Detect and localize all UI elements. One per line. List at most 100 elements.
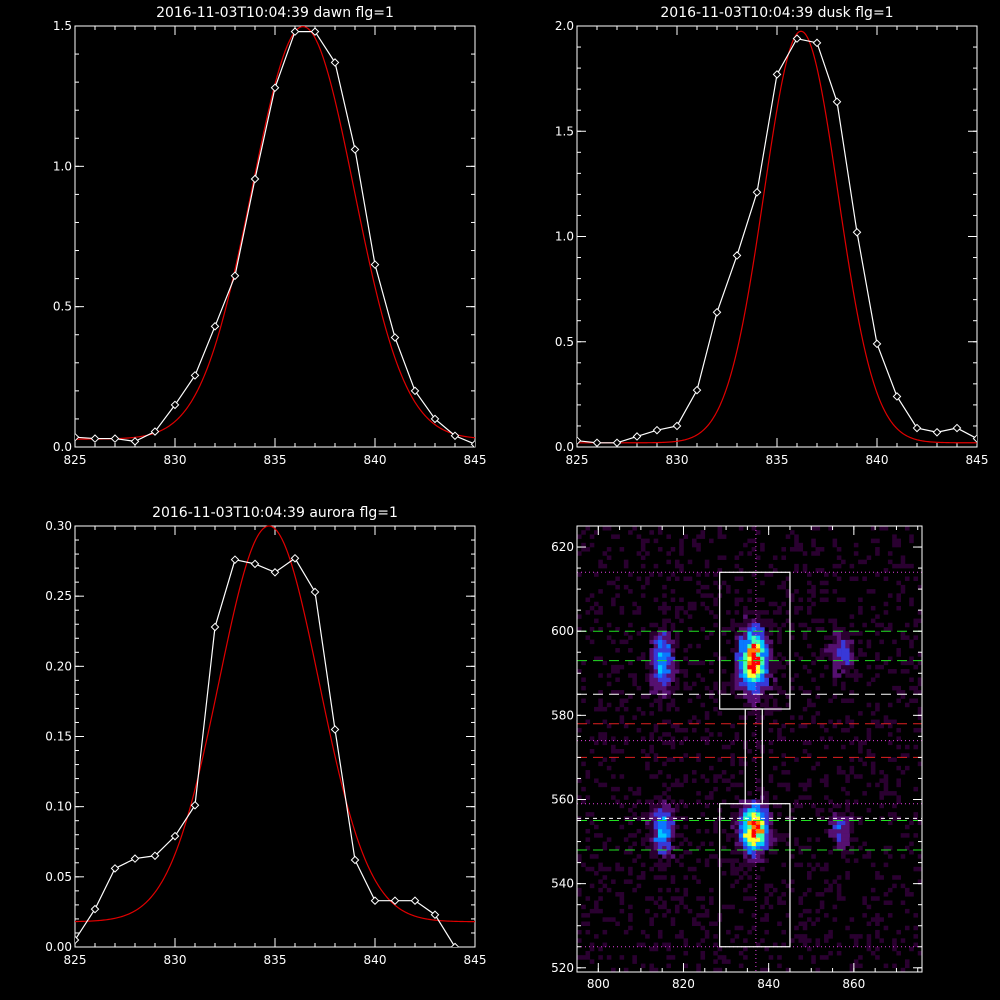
heatmap-cell [713,967,718,972]
heatmap-cell [807,580,812,586]
heatmap-cell [764,828,769,834]
data-point [130,854,140,863]
heatmap-cell [845,875,850,880]
heatmap-cell [700,938,706,943]
heatmap-cell [700,950,706,956]
heatmap-cell [594,904,599,910]
heatmap-cell [794,799,799,804]
heatmap-cell [657,643,663,649]
heatmap-cell [738,782,744,788]
heatmap-cell [755,854,761,859]
heatmap-cell [577,929,582,935]
heatmap-cell [653,664,659,670]
heatmap-cell [841,639,846,645]
heatmap-cell [730,685,735,691]
heatmap-cell [841,660,846,666]
data-point [632,432,642,441]
heatmap-cell [743,871,748,876]
heatmap-cell [674,635,680,640]
heatmap-cell [785,660,791,666]
heatmap-cell [811,702,816,708]
heatmap-cell [755,711,761,716]
heatmap-cell [696,580,701,586]
heatmap-cell [619,803,625,809]
heatmap-cell [717,967,723,972]
heatmap-cell [798,803,804,809]
heatmap-cell [764,618,769,624]
heatmap-cell [653,757,659,762]
heatmap-cell [768,626,774,632]
heatmap-cell [734,858,740,863]
heatmap-cell [853,837,859,842]
data-point [130,437,140,446]
heatmap-cell [879,664,884,670]
heatmap-cell [751,547,757,552]
heatmap-cell [760,694,765,699]
heatmap-cell [619,639,625,645]
heatmap-cell [904,669,910,674]
heatmap-cell [594,908,599,914]
heatmap-cell [738,761,744,767]
heatmap-cell [645,824,650,830]
heatmap-cell [896,563,901,569]
heatmap-cell [909,685,914,691]
heatmap-cell [674,559,680,565]
heatmap-cell [755,740,761,746]
heatmap-cell [611,690,616,695]
heatmap-cell [674,723,680,729]
heatmap-cell [747,643,752,649]
heatmap-cell [747,698,752,704]
heatmap-cell [743,639,748,645]
heatmap-cell [807,589,812,594]
heatmap-cell [581,685,586,691]
heatmap-cell [789,887,795,893]
heatmap-cell [819,656,825,661]
heatmap-cell [734,812,740,817]
heatmap-cell [802,622,808,628]
heatmap-cell [611,879,616,884]
heatmap-cell [666,681,671,687]
heatmap-cell [802,921,808,927]
heatmap-cell [666,690,671,695]
heatmap-cell [674,896,680,901]
heatmap-cell [657,887,663,893]
heatmap-cell [662,845,667,851]
heatmap-cell [892,812,897,817]
heatmap-cell [832,723,838,729]
heatmap-cell [883,610,889,615]
heatmap-cell [726,610,731,615]
heatmap-cell [849,740,855,746]
heatmap-cell [649,681,654,687]
heatmap-cell [815,917,821,922]
heatmap-cell [581,913,586,918]
heatmap-cell [662,622,667,628]
heatmap-cell [879,723,884,729]
data-point [792,34,802,43]
heatmap-cell [841,786,846,792]
heatmap-cell [802,563,808,569]
heatmap-cell [824,866,829,872]
heatmap-cell [755,622,761,628]
x-tick-label: 845 [966,453,989,467]
heatmap-cell [892,942,897,948]
heatmap-cell [811,618,816,624]
heatmap-cell [679,929,684,935]
heatmap-cell [853,576,859,581]
heatmap-cell [904,744,910,750]
heatmap-cell [755,631,761,636]
data-point [110,434,120,443]
heatmap-cell [645,761,650,767]
heatmap-cell [653,660,659,666]
heatmap-cell [849,660,855,666]
heatmap-cell [649,845,654,851]
heatmap-cell [836,820,842,826]
heatmap-cell [751,652,757,657]
heatmap-cell [594,610,599,615]
heatmap-cell [730,761,735,767]
heatmap-cell [836,816,842,821]
heatmap-cell [594,656,599,661]
heatmap-cell [832,828,838,834]
heatmap-cell [913,833,919,838]
heatmap-cell [772,942,778,948]
heatmap-cell [870,862,876,868]
